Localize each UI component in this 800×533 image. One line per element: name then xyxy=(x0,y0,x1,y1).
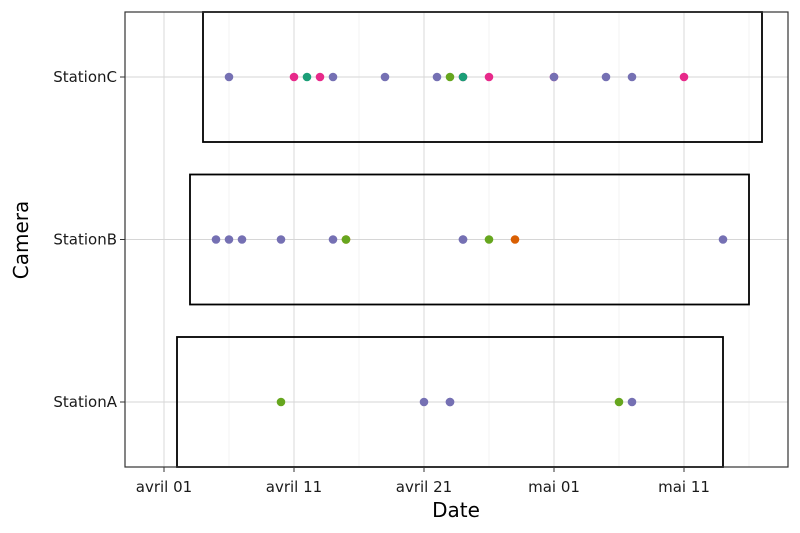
data-point xyxy=(224,235,234,244)
x-tick-label: mai 01 xyxy=(528,478,580,496)
data-point xyxy=(289,72,299,82)
x-axis-title: Date xyxy=(432,498,480,522)
data-point xyxy=(484,235,494,244)
data-point xyxy=(419,397,429,407)
x-tick-label: avril 01 xyxy=(136,478,192,496)
deployment-box xyxy=(189,173,750,306)
data-point xyxy=(445,397,455,407)
x-tick-label: avril 21 xyxy=(396,478,452,496)
data-point xyxy=(328,235,338,244)
data-points xyxy=(211,72,728,407)
data-point xyxy=(510,235,520,244)
data-point xyxy=(458,72,468,82)
data-point xyxy=(445,72,455,82)
y-axis-title: Camera xyxy=(9,201,33,280)
data-point xyxy=(341,235,351,244)
data-point xyxy=(484,72,494,82)
data-point xyxy=(237,235,247,244)
data-point xyxy=(627,397,637,407)
data-point xyxy=(458,235,468,244)
data-point xyxy=(302,72,312,82)
data-point xyxy=(211,235,221,244)
y-tick-label: StationA xyxy=(53,393,117,411)
data-point xyxy=(224,72,234,82)
data-point xyxy=(627,72,637,82)
data-point xyxy=(276,235,286,244)
y-tick-label: StationB xyxy=(53,231,117,249)
data-point xyxy=(380,72,390,82)
data-point xyxy=(328,72,338,82)
x-tick-label: avril 11 xyxy=(266,478,322,496)
data-point xyxy=(614,397,624,407)
y-tick-label: StationC xyxy=(53,68,117,86)
data-point xyxy=(276,397,286,407)
x-axis: avril 01 avril 11 avril 21 mai 01 mai 11 xyxy=(136,467,710,496)
data-point xyxy=(549,72,559,82)
data-point xyxy=(315,72,325,82)
data-point xyxy=(679,72,689,82)
data-point xyxy=(718,235,728,244)
data-point xyxy=(601,72,611,82)
y-axis: StationA StationB StationC xyxy=(53,68,125,411)
data-point xyxy=(432,72,442,82)
x-tick-label: mai 11 xyxy=(658,478,710,496)
